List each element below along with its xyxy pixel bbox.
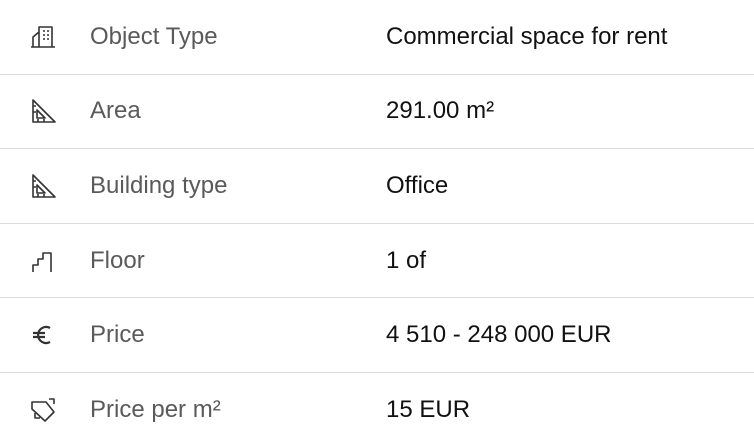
detail-value: 291.00 m² (386, 97, 495, 125)
detail-label: Building type (90, 171, 228, 199)
detail-value: Office (386, 171, 449, 199)
detail-value: Commercial space for rent (386, 22, 668, 50)
ruler-icon (32, 174, 56, 198)
detail-label: Area (90, 97, 141, 125)
ruler-icon (32, 99, 56, 124)
euro-icon (33, 326, 51, 345)
building-icon (31, 25, 55, 48)
detail-row: Area 291.00 m² (0, 75, 754, 150)
detail-row: Object Type Commercial space for rent (0, 0, 754, 75)
stairs-icon (32, 251, 52, 272)
detail-row: Floor 1 of (0, 224, 754, 299)
detail-row: Price 4 510 - 248 000 EUR (0, 298, 754, 373)
detail-row: Price per m² 15 EUR (0, 373, 754, 448)
detail-label: Object Type (90, 22, 218, 50)
detail-row: Building type Office (0, 149, 754, 224)
detail-label: Price per m² (90, 396, 221, 424)
price-area-icon (31, 398, 55, 423)
detail-value: 15 EUR (386, 396, 471, 424)
detail-label: Floor (90, 246, 145, 274)
detail-value: 1 of (386, 246, 427, 274)
detail-label: Price (90, 321, 145, 349)
detail-value: 4 510 - 248 000 EUR (386, 321, 612, 349)
